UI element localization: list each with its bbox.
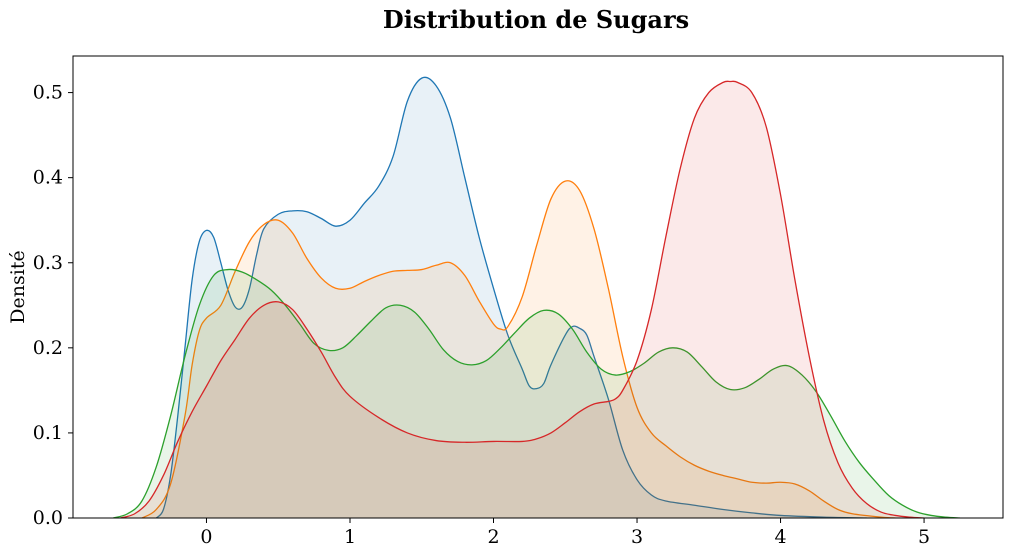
y-tick-label: 0.4 — [33, 167, 63, 189]
axis-layer: 0 1 2 3 4 5 0.0 0.1 0.2 0.3 0.4 0.5 — [33, 82, 930, 548]
x-tick-label: 3 — [631, 526, 643, 548]
density-area-4 — [120, 81, 925, 518]
density-line-2 — [141, 180, 896, 518]
y-tick-label: 0.5 — [33, 82, 63, 104]
x-tick-label: 4 — [774, 526, 786, 548]
x-tick-label: 1 — [344, 526, 356, 548]
y-tick-label: 0.0 — [33, 507, 63, 529]
density-area-1 — [156, 77, 867, 518]
y-tick-label: 0.2 — [33, 337, 63, 359]
y-axis-label: Densité — [7, 250, 29, 323]
series-layer — [113, 76, 960, 518]
density-line-4 — [120, 80, 925, 518]
x-tick-label: 2 — [487, 526, 499, 548]
x-tick-label: 5 — [918, 526, 930, 548]
density-line-1 — [155, 76, 867, 518]
x-tick-label: 0 — [200, 526, 212, 548]
chart-title: Distribution de Sugars — [383, 5, 689, 34]
y-tick-label: 0.3 — [33, 252, 63, 274]
density-area-3 — [113, 269, 960, 518]
y-tick-label: 0.1 — [33, 422, 63, 444]
density-area-2 — [141, 180, 896, 518]
plot-frame — [72, 55, 1004, 519]
